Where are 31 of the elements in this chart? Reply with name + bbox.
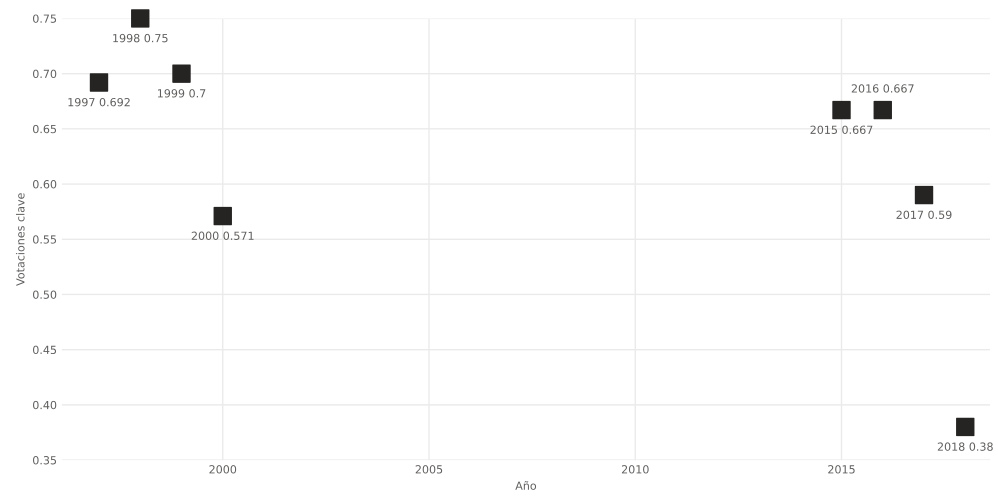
y-tick-label: 0.60 xyxy=(33,180,56,188)
data-label: 2017 0.59 xyxy=(896,210,952,219)
point xyxy=(832,100,851,120)
point xyxy=(90,73,108,92)
data-label: 2018 0.38 xyxy=(938,442,993,451)
point xyxy=(956,418,974,436)
data-label: 2016 0.667 xyxy=(852,84,914,93)
y-tick-label: 0.70 xyxy=(33,70,56,78)
y-tick-label: 0.45 xyxy=(33,346,56,354)
data-label: 1997 0.692 xyxy=(68,98,130,106)
y-tick-label: 0.35 xyxy=(33,456,56,464)
y-tick-label: 0.40 xyxy=(33,400,56,410)
x-tick-label: 2005 xyxy=(416,465,442,474)
x-tick-label: 2000 xyxy=(209,465,236,474)
y-axis-title: Votaciones clave xyxy=(16,193,25,286)
point xyxy=(874,100,892,120)
data-label: 2015 0.667 xyxy=(810,126,872,134)
point xyxy=(214,206,232,226)
data-label: 1998 0.75 xyxy=(113,34,168,42)
y-tick-label: 0.50 xyxy=(33,290,56,299)
x-axis-title: Año xyxy=(515,481,536,490)
point xyxy=(172,64,191,83)
data-label: 2000 0.571 xyxy=(192,232,254,240)
point xyxy=(131,9,150,28)
x-tick-label: 2010 xyxy=(622,465,649,474)
y-tick-label: 0.65 xyxy=(33,124,56,134)
y-tick-label: 0.75 xyxy=(33,14,56,23)
point xyxy=(914,186,934,204)
y-tick-label: 0.55 xyxy=(33,235,56,244)
x-tick-label: 2015 xyxy=(828,465,855,474)
data-label: 1999 0.7 xyxy=(158,89,206,98)
